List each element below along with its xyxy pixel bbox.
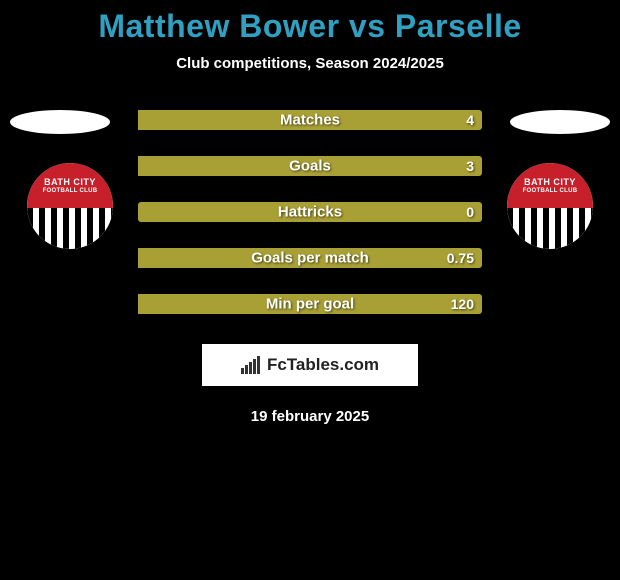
attribution-box: FcTables.com (202, 344, 418, 386)
stat-value-right: 3 (466, 158, 474, 174)
stat-label: Matches (138, 112, 482, 129)
stat-row: Hattricks0 (138, 202, 482, 222)
stat-value-right: 0.75 (447, 250, 474, 266)
badge-left-line2: FOOTBALL CLUB (43, 188, 98, 194)
stat-label: Goals (138, 158, 482, 175)
badge-right-line2: FOOTBALL CLUB (523, 188, 578, 194)
stat-value-right: 120 (451, 296, 474, 312)
club-badge-right: BATH CITY FOOTBALL CLUB (507, 163, 593, 249)
stat-value-right: 0 (466, 204, 474, 220)
stat-value-right: 4 (466, 112, 474, 128)
club-badge-left: BATH CITY FOOTBALL CLUB (27, 163, 113, 249)
badge-left-top: BATH CITY FOOTBALL CLUB (27, 163, 113, 208)
halo-right (510, 110, 610, 134)
badge-right-line1: BATH CITY (524, 177, 576, 187)
stat-row: Matches4 (138, 110, 482, 130)
bars-icon (241, 356, 263, 374)
halo-left (10, 110, 110, 134)
badge-right-top: BATH CITY FOOTBALL CLUB (507, 163, 593, 208)
stat-row: Goals3 (138, 156, 482, 176)
badge-right-stripes (507, 208, 593, 249)
stat-label: Hattricks (138, 204, 482, 221)
attribution-text: FcTables.com (267, 355, 379, 375)
page-title: Matthew Bower vs Parselle (0, 0, 620, 45)
stat-label: Min per goal (138, 296, 482, 313)
badge-left-stripes (27, 208, 113, 249)
stat-row: Goals per match0.75 (138, 248, 482, 268)
stat-row: Min per goal120 (138, 294, 482, 314)
badge-left-line1: BATH CITY (44, 177, 96, 187)
date-text: 19 february 2025 (0, 408, 620, 425)
subtitle: Club competitions, Season 2024/2025 (0, 55, 620, 72)
comparison-panel: BATH CITY FOOTBALL CLUB BATH CITY FOOTBA… (0, 110, 620, 425)
stat-rows: Matches4Goals3Hattricks0Goals per match0… (138, 110, 482, 314)
stat-label: Goals per match (138, 250, 482, 267)
